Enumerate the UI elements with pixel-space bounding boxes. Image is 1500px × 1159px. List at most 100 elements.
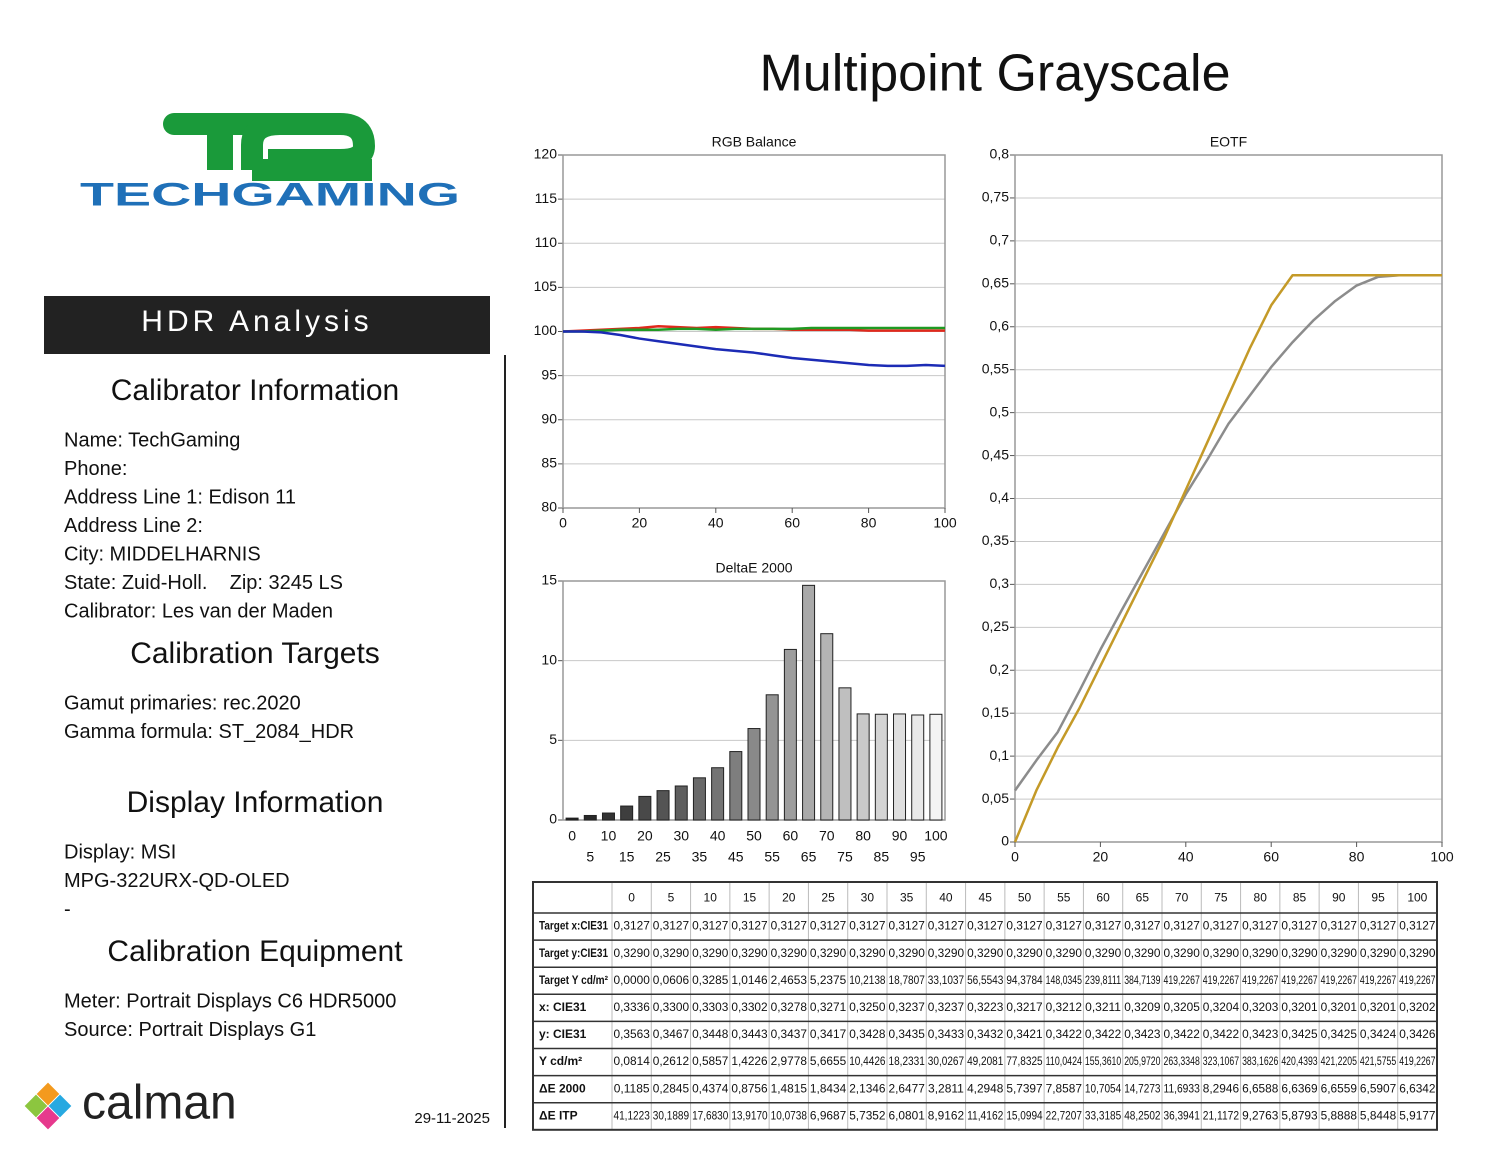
column-header: 80: [1254, 891, 1268, 905]
x-tick-label: 50: [746, 828, 762, 844]
table-cell: 0,3290: [771, 946, 808, 960]
table-cell: 323,1067: [1203, 1054, 1240, 1068]
table-cell: 10,0738: [771, 1108, 808, 1122]
y-tick-label: 80: [541, 499, 557, 515]
x-tick-label: 80: [1349, 849, 1365, 865]
table-cell: 0,3127: [1399, 919, 1436, 933]
table-cell: 0,3127: [614, 919, 651, 933]
techgaming-logo: TECHGAMING: [80, 113, 460, 212]
y-tick-label: 10: [541, 651, 557, 667]
x-tick-label: 65: [801, 849, 817, 865]
table-cell: 0,5857: [692, 1054, 729, 1068]
table-cell: 17,6830: [692, 1108, 729, 1122]
x-tick-label: 20: [1093, 849, 1109, 865]
bar: [729, 751, 743, 821]
x-tick-label: 100: [924, 828, 948, 844]
table-cell: 0,3223: [967, 1000, 1004, 1014]
section-heading: Calibrator Information: [111, 374, 399, 407]
y-tick-label: 105: [534, 278, 558, 294]
y-tick-label: 115: [535, 190, 558, 206]
table-cell: 0,3422: [1085, 1027, 1122, 1041]
table-cell: 0,3448: [692, 1027, 729, 1041]
report-date: 29-11-2025: [414, 1110, 490, 1127]
table-cell: 419,2267: [1203, 973, 1240, 987]
column-header: 0: [628, 891, 635, 905]
table-cell: 0,3237: [889, 1000, 926, 1014]
series-line: [563, 330, 946, 368]
y-tick-label: 0,8: [990, 146, 1010, 162]
x-tick-label: 0: [568, 828, 576, 844]
info-line: Name: TechGaming: [64, 429, 240, 451]
table-cell: 0,3290: [849, 946, 886, 960]
table-cell: 3,2811: [928, 1081, 964, 1095]
table-cell: 0,3127: [771, 919, 808, 933]
bar: [874, 713, 888, 821]
info-line: State: Zuid-Holl. Zip: 3245 LS: [64, 572, 343, 594]
y-tick-label: 100: [534, 322, 558, 338]
table-cell: 0,3212: [1046, 1000, 1083, 1014]
column-header: 50: [1018, 891, 1032, 905]
info-line: Display: MSI: [64, 841, 176, 863]
calman-text: calman: [82, 1077, 237, 1130]
table-cell: 110,0424: [1046, 1054, 1083, 1068]
table-cell: 0,3563: [614, 1027, 651, 1041]
x-tick-label: 20: [632, 515, 648, 531]
bar: [929, 713, 943, 821]
y-tick-label: 110: [535, 234, 558, 250]
table-cell: 0,3443: [731, 1027, 768, 1041]
table-cell: 383,1626: [1242, 1054, 1279, 1068]
bar: [765, 694, 779, 821]
table-cell: 11,6933: [1164, 1081, 1201, 1095]
y-tick-label: 15: [541, 572, 557, 588]
info-line: Gamut primaries: rec.2020: [64, 692, 301, 714]
table-cell: 0,3435: [889, 1027, 926, 1041]
table-cell: 0,4374: [692, 1081, 729, 1095]
table-cell: 419,2267: [1360, 973, 1397, 987]
x-tick-label: 0: [1011, 849, 1019, 865]
table-cell: 0,3127: [967, 919, 1004, 933]
y-tick-label: 90: [541, 410, 557, 426]
table-cell: 0,3290: [731, 946, 768, 960]
table-cell: 0,3278: [771, 1000, 808, 1014]
table-cell: 0,3428: [849, 1027, 886, 1041]
x-tick-label: 80: [855, 828, 871, 844]
y-tick-label: 0,75: [982, 189, 1009, 205]
column-header: 65: [1136, 891, 1150, 905]
table-cell: 94,3784: [1006, 973, 1043, 987]
table-cell: 0,3127: [1124, 919, 1161, 933]
table-cell: 0,2612: [653, 1054, 690, 1068]
x-tick-label: 85: [874, 849, 890, 865]
table-cell: 33,1037: [928, 973, 965, 987]
y-tick-label: 0: [549, 811, 557, 827]
x-tick-label: 40: [710, 828, 726, 844]
row-label: Target y:CIE31: [539, 946, 608, 960]
column-header: 15: [743, 891, 757, 905]
column-header: 25: [821, 891, 835, 905]
table-cell: 5,7352: [849, 1108, 886, 1122]
table-cell: 49,2081: [967, 1054, 1004, 1068]
table-cell: 1,4815: [771, 1081, 808, 1095]
table-cell: 0,3290: [889, 946, 926, 960]
table-cell: 0,3290: [967, 946, 1004, 960]
section-heading: Calibration Equipment: [107, 935, 403, 968]
column-header: 5: [668, 891, 675, 905]
table-cell: 384,7139: [1124, 973, 1161, 987]
chart-title: DeltaE 2000: [715, 560, 792, 576]
y-tick-label: 0,2: [990, 661, 1010, 677]
table-cell: 0,3250: [849, 1000, 886, 1014]
table-cell: 148,0345: [1046, 973, 1083, 987]
column-header: 20: [782, 891, 796, 905]
table-cell: 0,3285: [692, 973, 729, 987]
y-tick-label: 0,45: [982, 446, 1009, 462]
x-tick-label: 95: [910, 849, 926, 865]
column-header: 100: [1407, 891, 1427, 905]
table-cell: 0,3290: [614, 946, 651, 960]
table-cell: 7,8587: [1046, 1081, 1083, 1095]
table-cell: 0,3204: [1203, 1000, 1240, 1014]
table-cell: 33,3185: [1085, 1108, 1122, 1122]
x-tick-label: 100: [1430, 849, 1454, 865]
y-tick-label: 0,15: [982, 704, 1009, 720]
table-cell: 13,9170: [731, 1108, 768, 1122]
table-cell: 0,0000: [614, 973, 651, 987]
calman-logo: calman: [24, 1077, 237, 1130]
